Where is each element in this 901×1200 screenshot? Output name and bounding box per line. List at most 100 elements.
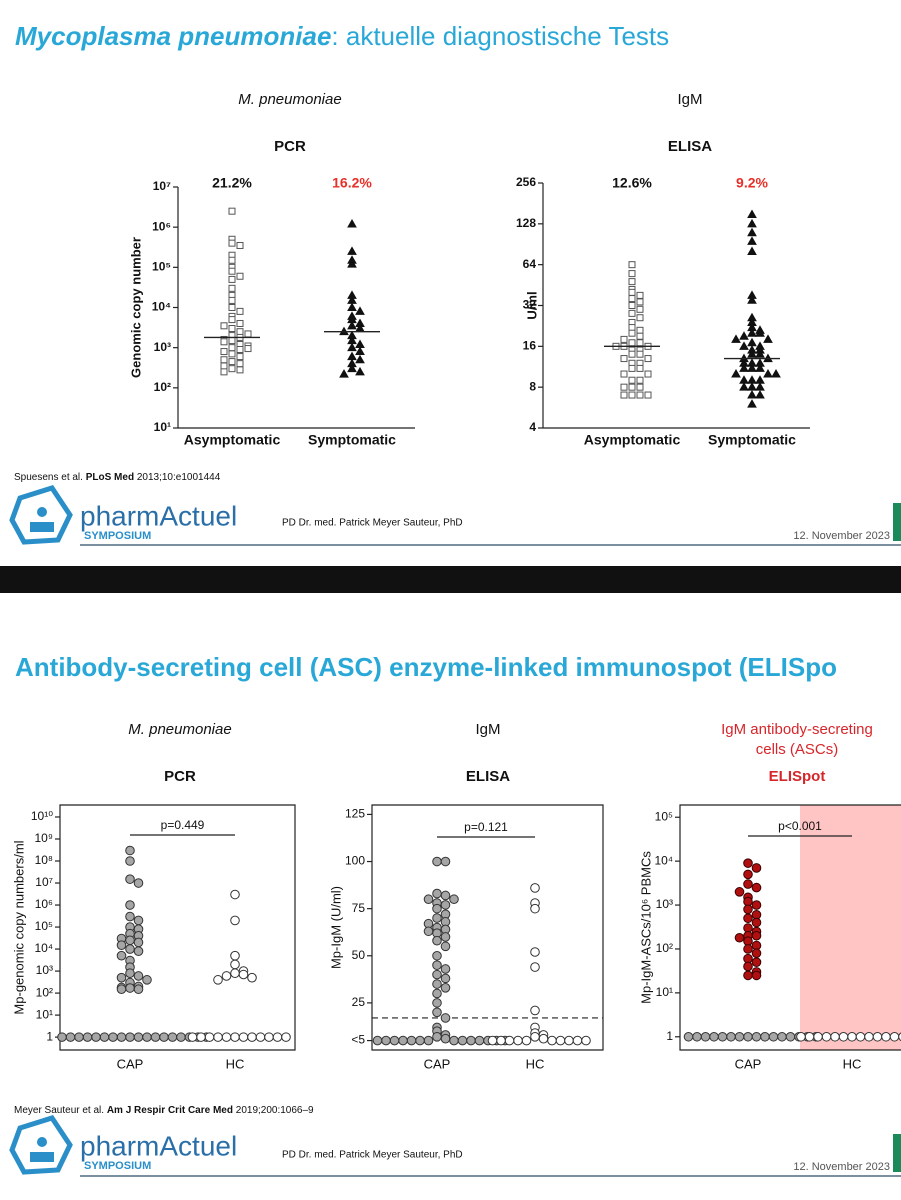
point bbox=[747, 236, 757, 245]
chart-method: ELISA bbox=[466, 768, 510, 785]
point bbox=[133, 946, 144, 956]
point bbox=[133, 971, 144, 981]
point bbox=[751, 948, 762, 959]
y-tick-label: 10² bbox=[36, 985, 53, 999]
point bbox=[281, 1032, 291, 1042]
point bbox=[449, 1035, 459, 1046]
point bbox=[355, 346, 365, 356]
point bbox=[236, 319, 244, 327]
point bbox=[628, 261, 636, 269]
point bbox=[628, 302, 636, 309]
point bbox=[751, 863, 762, 873]
x-tick-label: Asymptomatic bbox=[584, 432, 681, 448]
y-tick-label: 10¹ bbox=[154, 420, 171, 434]
point bbox=[228, 275, 236, 283]
point bbox=[555, 1035, 566, 1046]
point bbox=[898, 1032, 901, 1042]
y-axis-label: Mp-genomic copy numbers/ml bbox=[11, 840, 26, 1014]
point bbox=[466, 1035, 476, 1046]
point bbox=[228, 365, 236, 373]
point bbox=[864, 1031, 874, 1042]
point bbox=[739, 363, 749, 372]
point bbox=[57, 1032, 67, 1042]
point bbox=[116, 1032, 127, 1042]
point bbox=[620, 370, 628, 378]
point bbox=[692, 1031, 702, 1042]
point bbox=[238, 1032, 249, 1042]
point bbox=[432, 979, 442, 989]
point bbox=[530, 947, 540, 957]
point bbox=[440, 973, 451, 984]
point bbox=[236, 307, 244, 315]
point bbox=[751, 917, 762, 928]
point bbox=[538, 1033, 549, 1044]
point bbox=[747, 295, 757, 304]
y-axis-label: Genomic copy number bbox=[128, 237, 143, 378]
y-tick-label: 32 bbox=[523, 298, 537, 312]
point bbox=[228, 337, 236, 345]
p-value: p=0.121 bbox=[464, 820, 508, 834]
divider bbox=[0, 566, 901, 593]
point bbox=[760, 1031, 770, 1042]
x-tick-label: Asymptomatic bbox=[184, 432, 281, 448]
point bbox=[381, 1035, 391, 1046]
point bbox=[125, 911, 135, 922]
point bbox=[355, 339, 365, 348]
point bbox=[636, 376, 644, 384]
point bbox=[415, 1035, 425, 1046]
x-tick-label: HC bbox=[526, 1056, 545, 1071]
point bbox=[74, 1032, 84, 1042]
point bbox=[620, 391, 628, 399]
point bbox=[474, 1035, 485, 1046]
point bbox=[196, 1032, 206, 1042]
y-tick-label: 4 bbox=[529, 420, 536, 434]
point bbox=[440, 964, 451, 974]
chart-heading: M. pneumoniae bbox=[238, 91, 341, 108]
point bbox=[755, 390, 765, 399]
logo-head bbox=[37, 1137, 47, 1147]
point bbox=[747, 382, 757, 391]
point bbox=[731, 369, 741, 378]
chart-method: PCR bbox=[164, 768, 196, 785]
point bbox=[406, 1035, 417, 1046]
point bbox=[347, 218, 357, 228]
point bbox=[530, 962, 540, 972]
chart-heading: IgM antibody-secreting bbox=[721, 721, 873, 738]
point bbox=[228, 350, 236, 358]
point bbox=[347, 320, 357, 330]
point bbox=[628, 339, 636, 347]
point bbox=[247, 1032, 257, 1042]
point bbox=[221, 1032, 232, 1042]
point bbox=[636, 326, 644, 334]
point bbox=[204, 1032, 215, 1042]
chart-heading: M. pneumoniae bbox=[128, 721, 231, 738]
logo: pharmActuel bbox=[80, 1130, 237, 1161]
x-tick-label: Symptomatic bbox=[308, 432, 396, 448]
point bbox=[530, 1032, 540, 1042]
point bbox=[628, 383, 636, 391]
point bbox=[125, 968, 135, 979]
point bbox=[530, 1005, 540, 1016]
point bbox=[228, 284, 236, 292]
point bbox=[751, 970, 762, 981]
citation: Spuesens et al. PLoS Med 2013;10:e100144… bbox=[14, 472, 221, 483]
axis-frame bbox=[679, 804, 901, 1051]
point bbox=[751, 957, 762, 967]
point bbox=[636, 350, 644, 358]
y-tick-label: 10² bbox=[656, 941, 673, 955]
y-tick-label: 10⁴ bbox=[654, 853, 673, 867]
point bbox=[432, 1007, 442, 1018]
point bbox=[644, 355, 652, 363]
point bbox=[228, 207, 236, 215]
point bbox=[230, 915, 240, 926]
point bbox=[238, 969, 249, 980]
chart-heading: IgM bbox=[475, 721, 500, 738]
point bbox=[347, 259, 357, 268]
point bbox=[125, 1032, 135, 1042]
y-tick-label: 10² bbox=[154, 380, 171, 394]
slide-title: Antibody-secreting cell (ASC) enzyme-lin… bbox=[15, 652, 837, 682]
point bbox=[830, 1031, 840, 1042]
point bbox=[521, 1035, 532, 1046]
point bbox=[213, 975, 223, 985]
point bbox=[838, 1031, 849, 1042]
